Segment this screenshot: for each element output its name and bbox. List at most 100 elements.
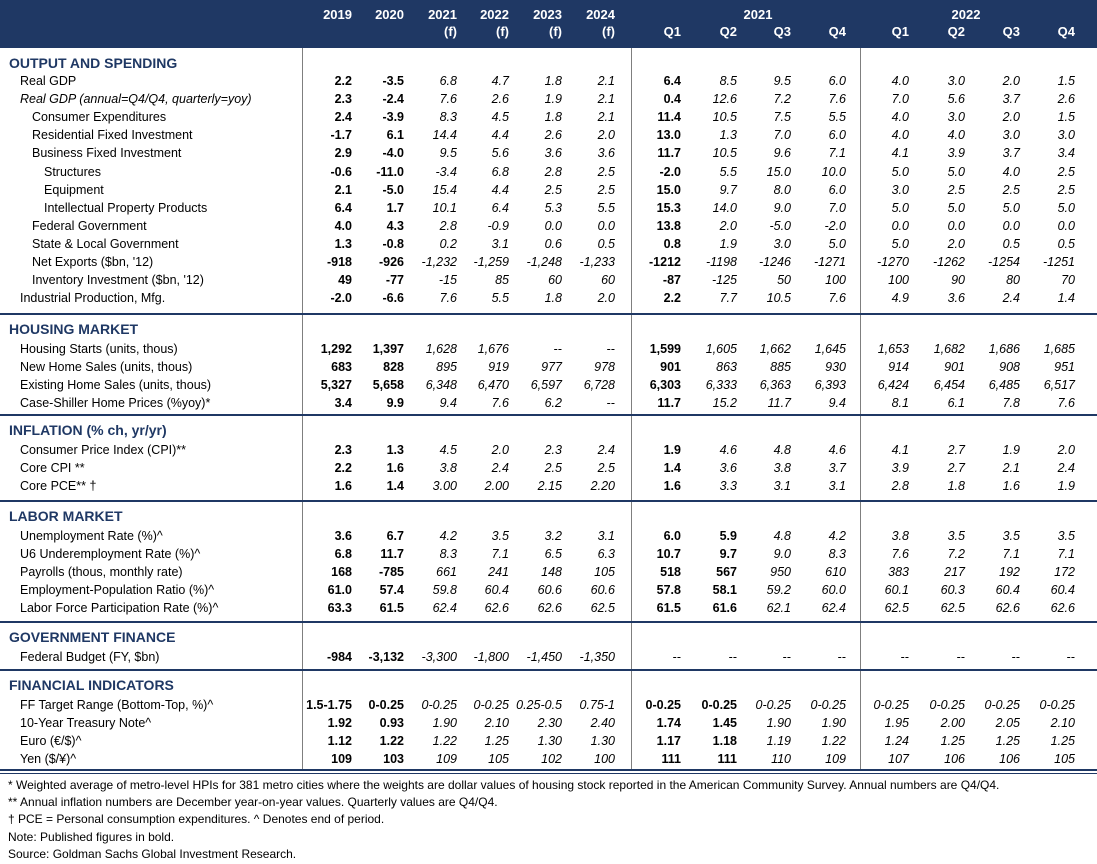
table-cell: 7.6 xyxy=(439,92,457,107)
table-cell: 1.30 xyxy=(590,734,615,749)
table-cell: 9.7 xyxy=(719,547,737,562)
table-cell: 10.1 xyxy=(432,200,457,215)
table-cell: -785 xyxy=(378,565,404,580)
table-cell: 0-0.25 xyxy=(701,698,737,712)
table-cell: 2.30 xyxy=(537,716,562,731)
table-cell: -- xyxy=(728,650,737,664)
table-cell: 57.4 xyxy=(379,583,404,598)
table-cell: 3.0 xyxy=(947,74,965,88)
table-cell: 62.4 xyxy=(432,601,457,616)
table-cell: 10.5 xyxy=(766,291,791,306)
table-cell: 4.8 xyxy=(773,443,791,457)
table-cell: 950 xyxy=(770,565,791,580)
table-cell: 7.1 xyxy=(491,547,509,562)
table-cell: 6.4 xyxy=(491,200,509,215)
header-quarter: Q3 xyxy=(1002,24,1020,39)
table-cell: 1.3 xyxy=(334,236,352,251)
table-cell: 1.30 xyxy=(537,734,562,749)
table-cell: 1.4 xyxy=(663,461,681,476)
table-cell: 4.0 xyxy=(947,128,965,143)
table-cell: 1.8 xyxy=(544,110,562,125)
table-cell: 5.0 xyxy=(891,164,909,179)
table-cell: 1.18 xyxy=(712,734,737,749)
table-cell: 4.0 xyxy=(334,218,352,233)
table-cell: 2.0 xyxy=(1002,74,1020,88)
table-row: State & Local Government 1.3 -0.8 0.2 3.1 0.6… xyxy=(0,235,1097,253)
section-title: HOUSING MARKET xyxy=(9,321,139,337)
table-cell: 0-0.25 xyxy=(873,698,909,712)
table-cell: 3.2 xyxy=(544,529,562,543)
table-cell: 7.6 xyxy=(828,291,846,306)
table-cell: 4.6 xyxy=(828,443,846,457)
table-cell: 4.0 xyxy=(891,74,909,88)
table-cell: -2.0 xyxy=(330,291,352,306)
section-rule xyxy=(0,313,1097,315)
header-year: 2020 xyxy=(375,7,404,22)
table-cell: 2.1 xyxy=(1002,461,1020,476)
table-cell: 2.40 xyxy=(590,716,615,731)
table-cell: 62.6 xyxy=(995,601,1020,616)
table-cell: 0.0 xyxy=(544,218,562,233)
table-cell: -0.8 xyxy=(382,236,404,251)
table-cell: 1.95 xyxy=(884,716,909,731)
row-label: Euro (€/$)^ xyxy=(20,734,82,749)
footnote: * Weighted average of metro-level HPIs f… xyxy=(8,778,1000,792)
table-cell: 11.7 xyxy=(657,396,681,411)
table-cell: 62.5 xyxy=(884,601,909,616)
row-label: Existing Home Sales (units, thous) xyxy=(20,378,212,393)
table-cell: -926 xyxy=(378,255,404,269)
table-cell: 1.9 xyxy=(544,92,562,107)
table-cell: 1,397 xyxy=(372,342,404,356)
table-cell: 4.8 xyxy=(773,529,791,543)
table-cell: 0.5 xyxy=(1057,236,1075,251)
table-cell: 6,333 xyxy=(705,378,737,393)
table-cell: 2.6 xyxy=(544,128,562,143)
table-cell: -1,233 xyxy=(579,255,615,269)
table-cell: 2.1 xyxy=(597,74,615,88)
row-label: Federal Government xyxy=(32,218,147,233)
table-cell: 2.9 xyxy=(334,146,352,161)
table-cell: 61.5 xyxy=(379,601,404,616)
table-row: Labor Force Participation Rate (%)^ 63.3 6… xyxy=(0,599,1097,617)
table-cell: 1,599 xyxy=(649,342,681,356)
table-cell: 6.1 xyxy=(947,396,965,411)
row-label: FF Target Range (Bottom-Top, %)^ xyxy=(20,698,214,712)
table-cell: 3.8 xyxy=(891,529,909,543)
table-cell: 1.17 xyxy=(656,734,681,749)
table-cell: 1.25 xyxy=(995,734,1020,749)
table-cell: -1271 xyxy=(814,255,846,269)
row-label: Core PCE** † xyxy=(20,479,97,494)
table-cell: 7.2 xyxy=(773,92,791,107)
table-cell: 60 xyxy=(548,273,562,288)
table-cell: 1.8 xyxy=(947,479,965,494)
table-cell: 4.5 xyxy=(439,443,457,457)
table-cell: 9.6 xyxy=(773,146,791,161)
header-year: 2024 xyxy=(586,7,615,22)
table-cell: 80 xyxy=(1006,273,1020,288)
table-cell: 7.1 xyxy=(828,146,846,161)
table-cell: 62.5 xyxy=(940,601,965,616)
table-cell: 863 xyxy=(716,360,737,375)
table-cell: 1.24 xyxy=(884,734,909,749)
table-cell: 2.0 xyxy=(491,443,509,457)
header-group-year: 2022 xyxy=(951,7,981,22)
table-cell: 62.1 xyxy=(766,601,791,616)
table-cell: -6.6 xyxy=(382,291,404,306)
table-cell: 3.3 xyxy=(719,479,737,494)
table-row: Housing Starts (units, thous) 1,292 1,397 1… xyxy=(0,340,1097,358)
table-cell: 1.8 xyxy=(544,74,562,88)
table-cell: 1,662 xyxy=(759,342,791,356)
row-label: Consumer Price Index (CPI)** xyxy=(20,443,187,457)
table-cell: 4.1 xyxy=(891,443,909,457)
table-cell: 62.6 xyxy=(484,601,509,616)
table-cell: -- xyxy=(553,342,562,356)
table-cell: 50 xyxy=(777,273,791,288)
table-cell: 0-0.25 xyxy=(929,698,965,712)
table-cell: 1.90 xyxy=(821,716,846,731)
table-cell: 15.0 xyxy=(766,164,791,179)
table-row: U6 Underemployment Rate (%)^ 6.8 11.7 8.3 7.… xyxy=(0,545,1097,563)
table-cell: 1.9 xyxy=(663,443,681,457)
table-cell: 7.0 xyxy=(828,200,846,215)
table-cell: 1.9 xyxy=(1002,443,1020,457)
table-cell: 0.4 xyxy=(663,92,681,107)
